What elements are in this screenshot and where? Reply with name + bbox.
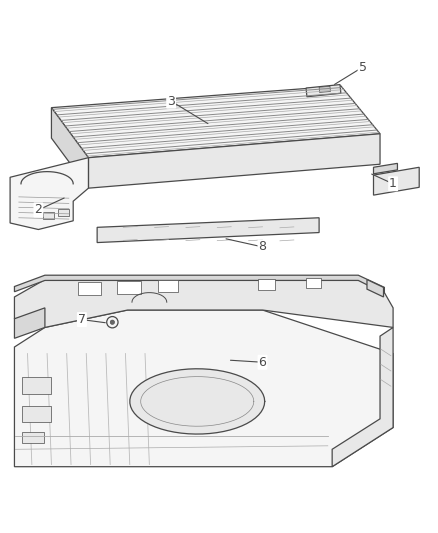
Text: 8: 8 (258, 240, 266, 253)
Polygon shape (51, 108, 88, 188)
Bar (258, 279, 275, 289)
Bar (22, 432, 44, 443)
Bar (43, 212, 53, 219)
Bar (58, 209, 69, 215)
Polygon shape (130, 369, 265, 434)
Polygon shape (374, 167, 419, 195)
Polygon shape (367, 279, 384, 297)
Polygon shape (51, 86, 380, 158)
Polygon shape (14, 275, 385, 294)
Bar (78, 282, 102, 295)
Polygon shape (14, 310, 393, 467)
Polygon shape (14, 308, 45, 338)
Circle shape (110, 320, 115, 325)
Bar (306, 278, 321, 288)
Bar (117, 281, 141, 294)
Polygon shape (332, 327, 393, 467)
Polygon shape (14, 279, 393, 327)
Polygon shape (306, 85, 341, 97)
Text: 5: 5 (359, 61, 367, 74)
Polygon shape (319, 86, 330, 92)
Polygon shape (10, 158, 88, 230)
Polygon shape (97, 218, 319, 243)
Bar (22, 377, 50, 394)
Bar (158, 280, 178, 292)
Text: 2: 2 (35, 204, 42, 216)
Text: 7: 7 (78, 313, 86, 326)
Text: 6: 6 (258, 356, 266, 369)
Bar (22, 406, 50, 422)
Polygon shape (374, 163, 397, 174)
Polygon shape (88, 134, 380, 188)
Text: 3: 3 (167, 95, 175, 108)
Text: 1: 1 (389, 177, 397, 190)
